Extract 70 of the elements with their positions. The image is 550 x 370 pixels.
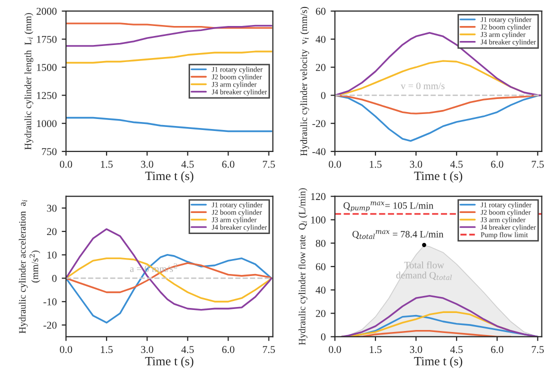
x-tick-label: 3.0 bbox=[410, 346, 422, 354]
annotation: Q$_{total}$$^{max}$ = 78.4 L/min bbox=[352, 230, 444, 239]
y-tick-label: -20 bbox=[312, 120, 326, 128]
y-tick-label: 20 bbox=[47, 228, 57, 236]
x-tick-label: 1.5 bbox=[100, 346, 113, 354]
x-tick-label: 3.0 bbox=[410, 160, 422, 168]
x-tick-label: 0.0 bbox=[60, 346, 72, 354]
y-tick-label: 0 bbox=[52, 274, 57, 282]
x-axis-title: Time t (s) bbox=[145, 356, 194, 368]
y-tick-label: 10 bbox=[47, 252, 57, 259]
x-axis-title: Time t (s) bbox=[414, 356, 462, 368]
text: Hydraulic cylinder acceleration a$_{i}$ (mm/s$^{2}$) bbox=[18, 200, 40, 334]
y-tick-label: 1750 bbox=[37, 36, 57, 43]
x-tick-label: 4.5 bbox=[450, 346, 463, 354]
line-series bbox=[66, 262, 272, 294]
line-series bbox=[66, 116, 272, 132]
x-tick-label: 0.0 bbox=[328, 346, 342, 354]
x-tick-label: 4.5 bbox=[181, 346, 194, 354]
series-label: Total flow demand Q$_{total}$ bbox=[396, 261, 452, 280]
y-tick-label: 20 bbox=[316, 310, 326, 318]
x-tick-label: 7.5 bbox=[262, 346, 275, 354]
y-tick-label: 30 bbox=[47, 204, 57, 212]
ref-line-label: v = 0 mm/s bbox=[400, 82, 445, 90]
annotation: Q$_{pump}$$^{max}$= 105 L/min bbox=[344, 202, 434, 212]
line-series bbox=[66, 24, 272, 47]
y-tick-label: 60 bbox=[316, 8, 326, 15]
y-axis-title: Hydraulic cylinder flow rate Q$_{i}$ (L/min) bbox=[298, 188, 308, 345]
x-tick-label: 4.5 bbox=[450, 160, 463, 168]
y-tick-label: 750 bbox=[42, 148, 57, 156]
line-series bbox=[334, 32, 542, 96]
line-series bbox=[340, 294, 539, 337]
x-tick-label: 7.5 bbox=[532, 346, 544, 354]
y-tick-label: -20 bbox=[43, 322, 57, 329]
y-axis-title: Hydraulic cylinder velocity v$_{i}$ (mm/s) bbox=[300, 6, 310, 156]
x-tick-label: 6.0 bbox=[491, 160, 504, 168]
line-series bbox=[66, 258, 272, 302]
x-tick-label: 1.5 bbox=[370, 346, 382, 354]
x-tick-label: 0.0 bbox=[60, 160, 72, 168]
x-tick-label: 3.0 bbox=[141, 346, 154, 354]
line-series bbox=[66, 254, 272, 324]
x-tick-label: 6.0 bbox=[491, 346, 504, 354]
line-series bbox=[66, 50, 272, 64]
x-axis-title: Time t (s) bbox=[414, 171, 462, 183]
y-tick-label: 40 bbox=[316, 36, 326, 43]
y-axis-title: Hydraulic cylinder length L$_{i}$ (mm) bbox=[24, 13, 34, 150]
y-tick-label: 20 bbox=[316, 64, 326, 71]
x-tick-label: 1.5 bbox=[100, 160, 113, 168]
x-tick-label: 3.0 bbox=[141, 160, 154, 168]
y-tick-label: -40 bbox=[312, 148, 326, 156]
x-tick-label: 7.5 bbox=[262, 160, 275, 168]
y-tick-label: 100 bbox=[311, 216, 326, 224]
y-tick-label: 120 bbox=[311, 193, 326, 200]
y-tick-label: 2000 bbox=[36, 8, 57, 15]
y-tick-label: 1500 bbox=[37, 64, 57, 71]
x-tick-label: 1.5 bbox=[370, 160, 382, 168]
x-tick-label: 0.0 bbox=[328, 160, 342, 168]
x-axis-title: Time t (s) bbox=[145, 171, 194, 183]
y-tick-label: 80 bbox=[316, 240, 326, 247]
line-series bbox=[334, 94, 542, 142]
y-tick-label: 1000 bbox=[37, 120, 57, 128]
y-tick-label: 0 bbox=[321, 333, 326, 340]
x-tick-label: 6.0 bbox=[222, 346, 234, 354]
y-tick-label: 60 bbox=[316, 263, 326, 270]
y-tick-label: -10 bbox=[43, 298, 57, 306]
y-tick-label: 0 bbox=[321, 92, 326, 100]
x-tick-label: 6.0 bbox=[222, 160, 234, 168]
x-tick-label: 7.5 bbox=[532, 160, 544, 168]
x-tick-label: 4.5 bbox=[181, 160, 194, 168]
y-tick-label: 40 bbox=[316, 286, 326, 294]
y-tick-label: 1250 bbox=[37, 92, 57, 100]
